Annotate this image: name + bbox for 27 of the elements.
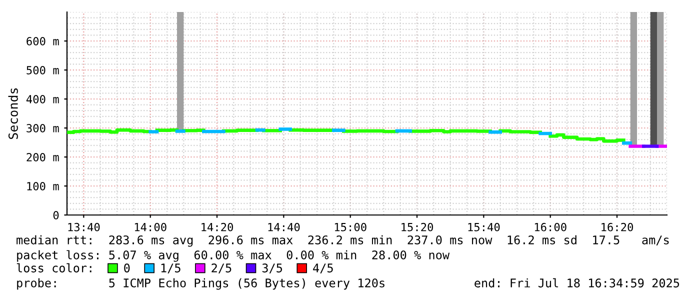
- legend-label: 4/5: [313, 264, 333, 274]
- legend-label: 1/5: [161, 264, 180, 274]
- legend-label: 3/5: [262, 264, 282, 274]
- x-tick-label: 15:40: [468, 222, 500, 232]
- x-tick-label: 15:00: [334, 222, 366, 232]
- y-tick-label: 300 m: [26, 124, 59, 132]
- x-tick-label: 13:40: [68, 222, 100, 232]
- x-tick-label: 14:20: [202, 222, 234, 232]
- legend-label: 0: [124, 264, 130, 272]
- x-tick-label: 16:00: [534, 222, 566, 232]
- x-tick-label: 16:20: [602, 222, 634, 232]
- text: median rtt: 283.6 ms avg 296.6 ms max 236.2 ms min 237.0 ms now 16.2 ms sd 17.5 am/s: [16, 235, 669, 247]
- x-tick-label: 15:20: [402, 222, 434, 232]
- y-tick-label: 100 m: [27, 182, 59, 190]
- text: end: Fri Jul 18 16:34:59 2025: [474, 278, 680, 288]
- y-axis-title: Seconds: [8, 88, 18, 139]
- legend-title: loss color:: [16, 263, 92, 272]
- y-tick-label: 500 m: [26, 66, 59, 74]
- y-tick-label: 600 m: [26, 37, 59, 46]
- legend-label: 2/5: [212, 264, 232, 274]
- x-tick-label: 14:40: [268, 222, 300, 232]
- y-tick-label: 200 m: [26, 153, 59, 162]
- text: packet loss: 5.07 % avg 60.00 % max 0.00 % min 28.00 % now: [17, 250, 450, 262]
- text: probe: 5 ICMP Echo Pings (56 Bytes) every 120s: [17, 278, 384, 290]
- y-tick-label: 0: [53, 211, 59, 220]
- x-tick-label: 14:00: [134, 222, 166, 232]
- y-tick-label: 400 m: [26, 95, 59, 104]
